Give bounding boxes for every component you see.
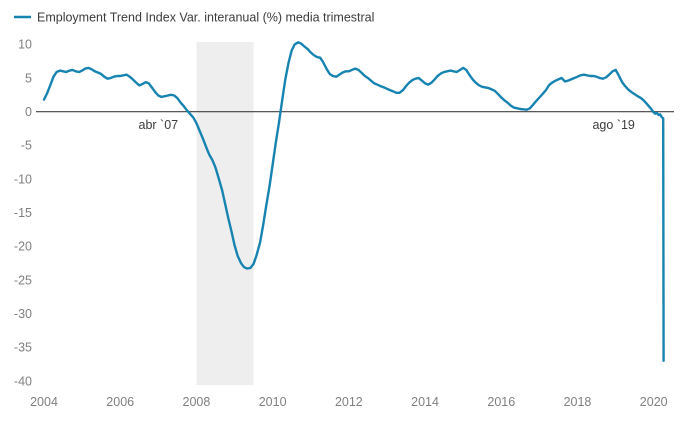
axis-layer: 10 5 0 -5 -10 -15 -20 -25 -30 -35 -40 2004 2006 2008 2… xyxy=(14,38,674,409)
y-tick-label: -35 xyxy=(14,341,32,355)
y-tick-label: -10 xyxy=(14,172,32,186)
employment-trend-series-line xyxy=(42,41,665,362)
x-tick-label: 2018 xyxy=(564,395,592,409)
x-tick-label: 2014 xyxy=(411,395,439,409)
annotation-label: abr `07 xyxy=(139,118,179,132)
x-tick-label: 2006 xyxy=(106,395,134,409)
series-layer xyxy=(42,41,665,362)
annotation-label: ago `19 xyxy=(592,118,634,132)
y-tick-label: -30 xyxy=(14,307,32,321)
legend-label: Employment Trend Index Var. interanual (… xyxy=(37,11,374,25)
y-tick-label: -25 xyxy=(14,273,32,287)
y-tick-label: -40 xyxy=(14,374,32,388)
x-tick-label: 2008 xyxy=(183,395,211,409)
x-tick-label: 2012 xyxy=(335,395,363,409)
recession-band-layer xyxy=(196,42,254,385)
y-tick-label: -20 xyxy=(14,240,32,254)
legend: Employment Trend Index Var. interanual (… xyxy=(14,11,374,25)
x-tick-label: 2004 xyxy=(30,395,58,409)
y-tick-label: 0 xyxy=(25,105,32,119)
y-tick-label: 5 xyxy=(25,71,32,85)
y-tick-label: 10 xyxy=(18,38,32,52)
annotation-layer: abr `07 ago `19 xyxy=(139,118,635,132)
x-tick-label: 2010 xyxy=(259,395,287,409)
x-tick-label: 2020 xyxy=(640,395,668,409)
y-tick-label: -15 xyxy=(14,206,32,220)
x-tick-label: 2016 xyxy=(487,395,515,409)
recession-band xyxy=(196,42,254,385)
y-tick-label: -5 xyxy=(21,139,32,153)
